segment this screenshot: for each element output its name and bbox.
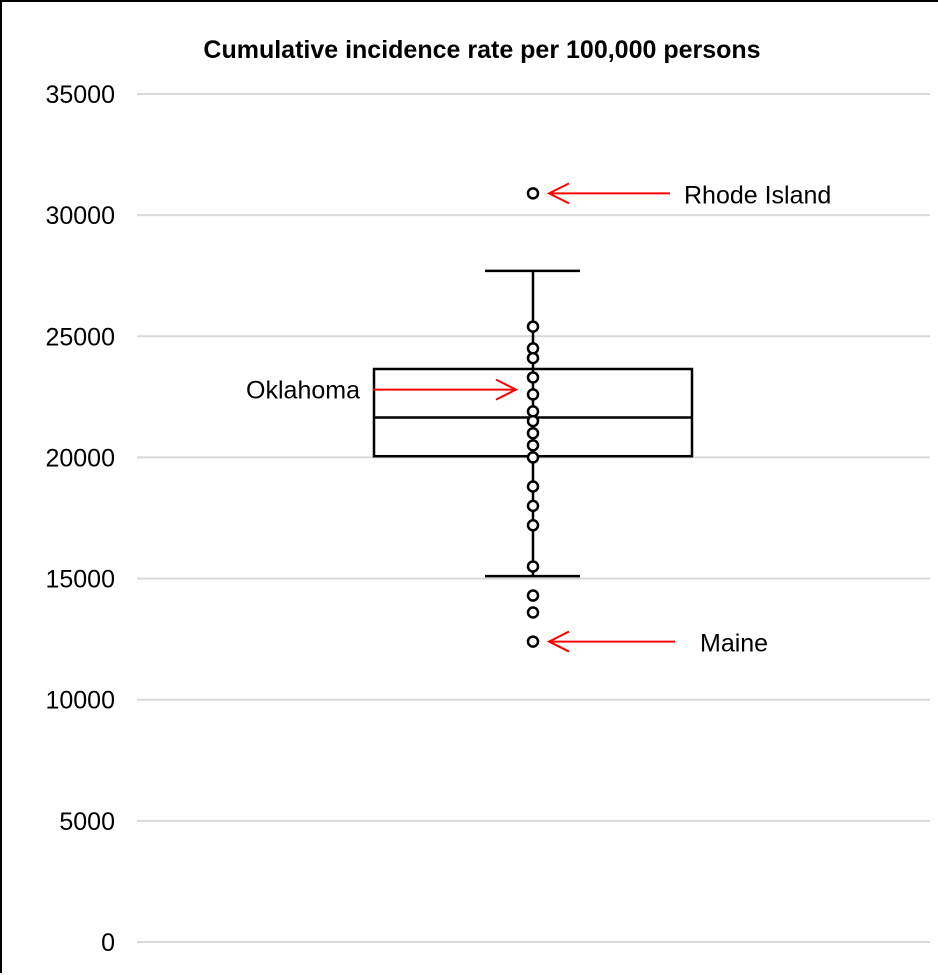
chart-title: Cumulative incidence rate per 100,000 pe… bbox=[203, 36, 760, 64]
data-point-13 bbox=[526, 519, 540, 532]
data-points bbox=[526, 187, 540, 648]
arrow-head-rhode-island bbox=[546, 182, 570, 205]
data-point-12 bbox=[526, 499, 540, 513]
arrow-head-oklahoma bbox=[495, 378, 519, 401]
y-tick-label-30000: 30000 bbox=[45, 202, 115, 230]
data-point-11 bbox=[526, 480, 540, 493]
data-point-9 bbox=[526, 439, 540, 452]
annotation-label-oklahoma: Oklahoma bbox=[246, 377, 360, 405]
annotations: Rhode Island Oklahoma Maine bbox=[246, 181, 831, 657]
data-point-10 bbox=[526, 451, 540, 464]
data-point-15 bbox=[526, 589, 540, 602]
annotation-label-rhode-island: Rhode Island bbox=[684, 181, 831, 209]
y-tick-label-35000: 35000 bbox=[45, 81, 115, 109]
data-point-8 bbox=[526, 426, 540, 440]
data-point-4 bbox=[526, 371, 540, 384]
data-point-14 bbox=[526, 560, 540, 573]
y-tick-label-0: 0 bbox=[101, 929, 115, 957]
y-axis-tick-labels: 0 5000 10000 15000 20000 25000 30000 35000 bbox=[45, 81, 115, 957]
y-tick-label-25000: 25000 bbox=[45, 323, 115, 351]
arrow-head-maine bbox=[546, 630, 570, 653]
y-tick-label-20000: 20000 bbox=[45, 444, 115, 472]
data-point-0 bbox=[526, 187, 540, 200]
data-point-1 bbox=[526, 320, 540, 333]
data-point-17 bbox=[526, 635, 540, 648]
data-point-5 bbox=[526, 388, 540, 401]
y-tick-label-5000: 5000 bbox=[59, 808, 115, 836]
data-point-7 bbox=[526, 414, 540, 428]
data-point-16 bbox=[526, 606, 540, 619]
data-point-3 bbox=[526, 351, 540, 365]
annotation-label-maine: Maine bbox=[700, 630, 768, 658]
y-tick-label-10000: 10000 bbox=[45, 687, 115, 715]
y-tick-label-15000: 15000 bbox=[45, 566, 115, 594]
